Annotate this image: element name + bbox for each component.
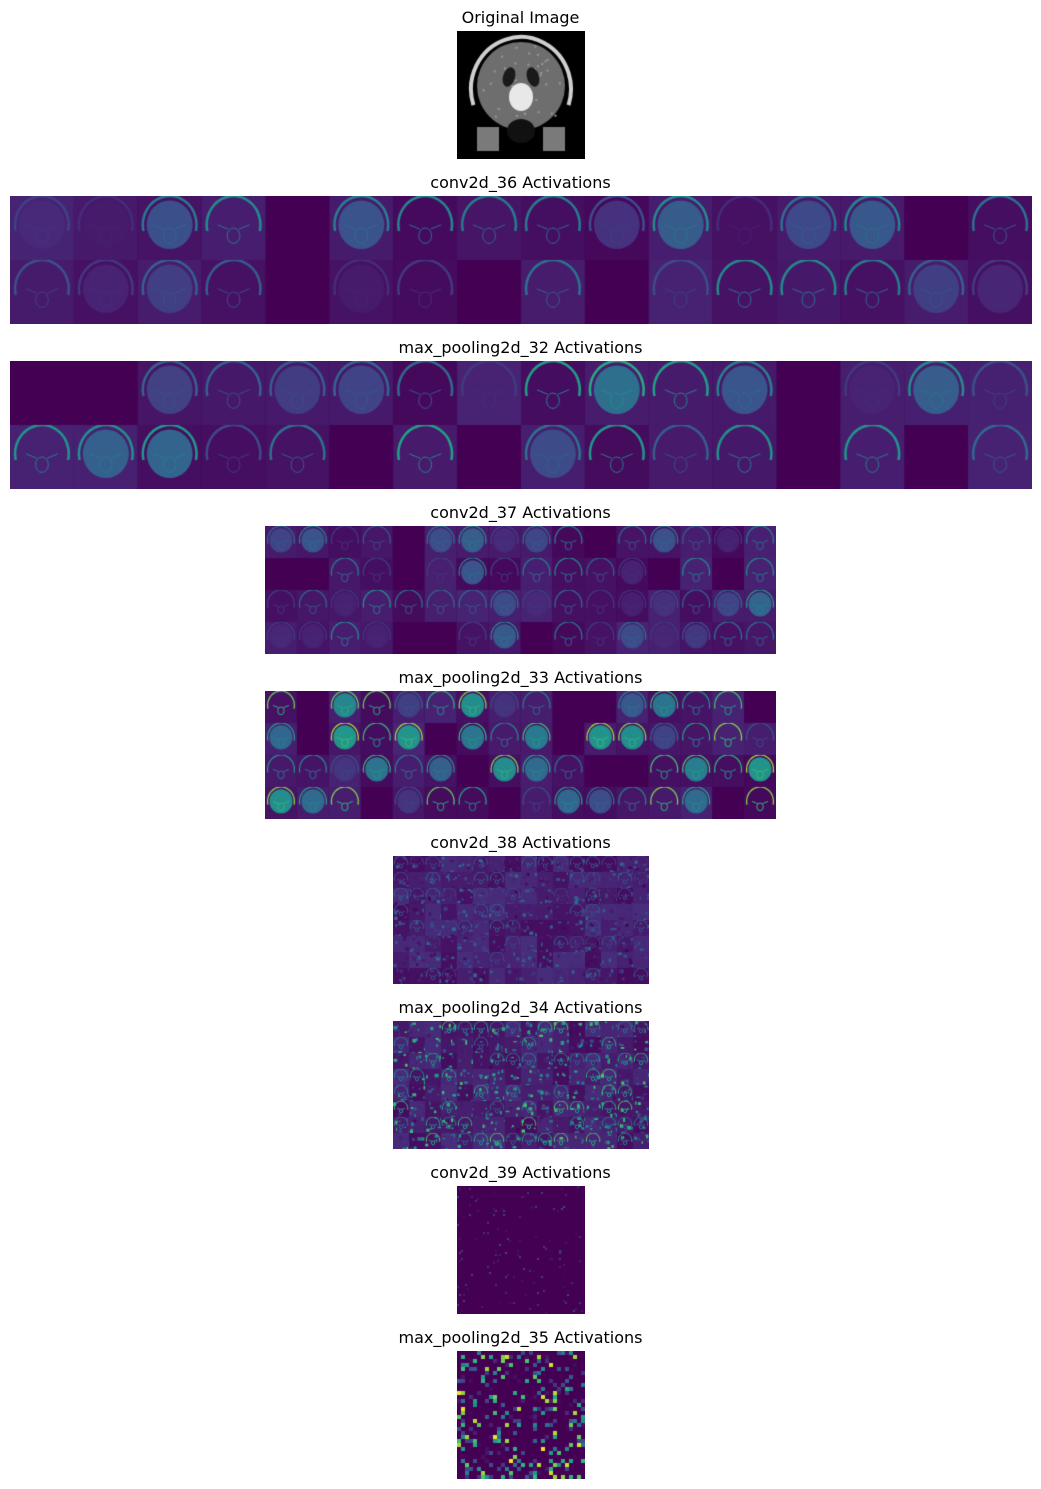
panel-title-conv2d-37: conv2d_37 Activations <box>430 503 611 522</box>
panel-title-conv2d-39: conv2d_39 Activations <box>430 1163 611 1182</box>
panel-title-max-pooling2d-35: max_pooling2d_35 Activations <box>398 1328 643 1347</box>
max-pooling2d-34-activation-grid <box>393 1021 649 1149</box>
panel-title-max-pooling2d-34: max_pooling2d_34 Activations <box>398 998 643 1017</box>
panel-title-conv2d-36: conv2d_36 Activations <box>430 173 611 192</box>
panel-title-max-pooling2d-33: max_pooling2d_33 Activations <box>398 668 643 687</box>
max-pooling2d-33-activation-grid <box>265 691 776 819</box>
original-image <box>457 31 585 159</box>
conv2d-38-activation-grid <box>393 856 649 984</box>
panel-title-original: Original Image <box>461 8 580 27</box>
max-pooling2d-32-activation-grid <box>10 361 1032 489</box>
conv2d-37-activation-grid <box>265 526 776 654</box>
conv2d-39-activation-grid <box>457 1186 585 1314</box>
panel-title-conv2d-38: conv2d_38 Activations <box>430 833 611 852</box>
panel-title-max-pooling2d-32: max_pooling2d_32 Activations <box>398 338 643 357</box>
conv2d-36-activation-grid <box>10 196 1032 324</box>
max-pooling2d-35-activation-grid <box>457 1351 585 1479</box>
